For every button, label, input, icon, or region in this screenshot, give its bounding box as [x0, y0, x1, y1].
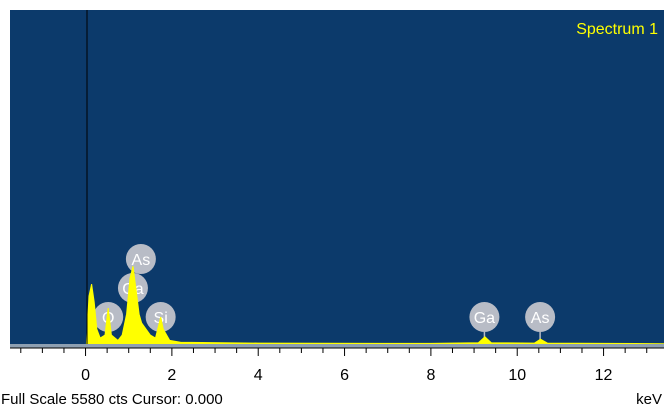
- plot-background: [10, 10, 664, 344]
- element-marker-ga-4[interactable]: Ga: [469, 302, 500, 344]
- marker-circle: [469, 302, 500, 332]
- element-marker-as-2[interactable]: As: [125, 244, 156, 274]
- x-tick-label: 8: [426, 367, 435, 384]
- marker-label: Ga: [474, 310, 495, 327]
- marker-circle: [525, 302, 556, 332]
- x-axis-bar: [10, 344, 664, 348]
- x-tick-label: 12: [595, 367, 613, 384]
- x-axis-ticks: 0 2 4 6 8 10 12: [20, 348, 648, 384]
- spectrum-series-0: [85, 266, 664, 345]
- x-axis-unit-label: keV: [636, 391, 662, 408]
- chart-title: Spectrum 1: [576, 21, 658, 38]
- marker-label: As: [132, 252, 151, 269]
- x-tick-label: 4: [254, 367, 263, 384]
- x-tick-label: 2: [167, 367, 176, 384]
- x-tick-label: 10: [508, 367, 526, 384]
- x-tick-label: 0: [81, 367, 90, 384]
- element-marker-as-5[interactable]: As: [525, 302, 556, 344]
- full-scale-cursor-readout: Full Scale 5580 cts Cursor: 0.000: [1, 391, 223, 408]
- marker-label: As: [531, 310, 550, 327]
- x-tick-label: 6: [340, 367, 349, 384]
- spectrum-trace: [85, 266, 664, 345]
